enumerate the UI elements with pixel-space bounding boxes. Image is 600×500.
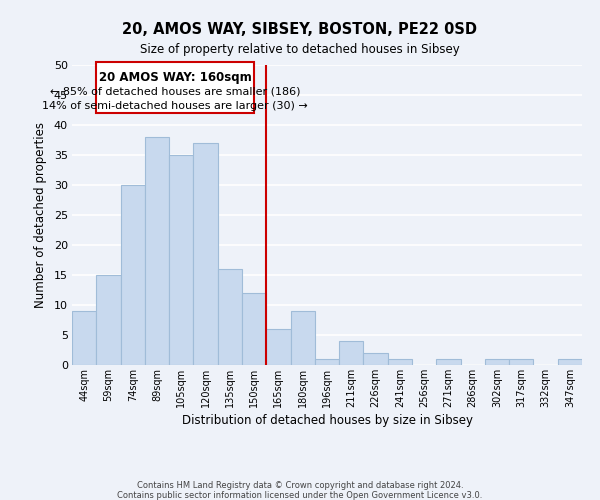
Bar [290, 311, 315, 365]
Bar [339, 341, 364, 365]
Bar [436, 359, 461, 365]
Text: 14% of semi-detached houses are larger (30) →: 14% of semi-detached houses are larger (… [43, 101, 308, 111]
Y-axis label: Number of detached properties: Number of detached properties [34, 122, 47, 308]
Bar [315, 359, 339, 365]
X-axis label: Distribution of detached houses by size in Sibsey: Distribution of detached houses by size … [182, 414, 473, 427]
Text: Contains HM Land Registry data © Crown copyright and database right 2024.: Contains HM Land Registry data © Crown c… [137, 481, 463, 490]
Bar [72, 311, 96, 365]
Text: 20 AMOS WAY: 160sqm: 20 AMOS WAY: 160sqm [99, 71, 251, 84]
Bar [485, 359, 509, 365]
Bar [242, 293, 266, 365]
Text: 20, AMOS WAY, SIBSEY, BOSTON, PE22 0SD: 20, AMOS WAY, SIBSEY, BOSTON, PE22 0SD [122, 22, 478, 38]
Bar [96, 275, 121, 365]
FancyBboxPatch shape [96, 62, 254, 113]
Bar [145, 137, 169, 365]
Text: Size of property relative to detached houses in Sibsey: Size of property relative to detached ho… [140, 42, 460, 56]
Bar [558, 359, 582, 365]
Bar [121, 185, 145, 365]
Bar [509, 359, 533, 365]
Bar [169, 155, 193, 365]
Bar [266, 329, 290, 365]
Bar [218, 269, 242, 365]
Bar [388, 359, 412, 365]
Text: ← 85% of detached houses are smaller (186): ← 85% of detached houses are smaller (18… [50, 86, 301, 96]
Bar [193, 143, 218, 365]
Text: Contains public sector information licensed under the Open Government Licence v3: Contains public sector information licen… [118, 491, 482, 500]
Bar [364, 353, 388, 365]
